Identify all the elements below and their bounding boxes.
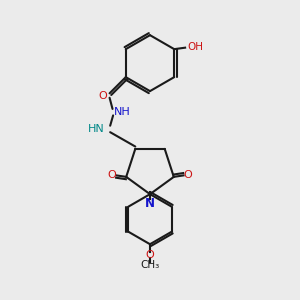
Text: NH: NH [113, 107, 130, 118]
Text: HN: HN [88, 124, 104, 134]
Text: O: O [184, 170, 192, 180]
Text: O: O [146, 250, 154, 260]
Text: O: O [108, 170, 116, 180]
Text: OH: OH [188, 42, 203, 52]
Text: CH₃: CH₃ [140, 260, 160, 270]
Text: O: O [99, 91, 107, 101]
Text: N: N [145, 196, 155, 209]
